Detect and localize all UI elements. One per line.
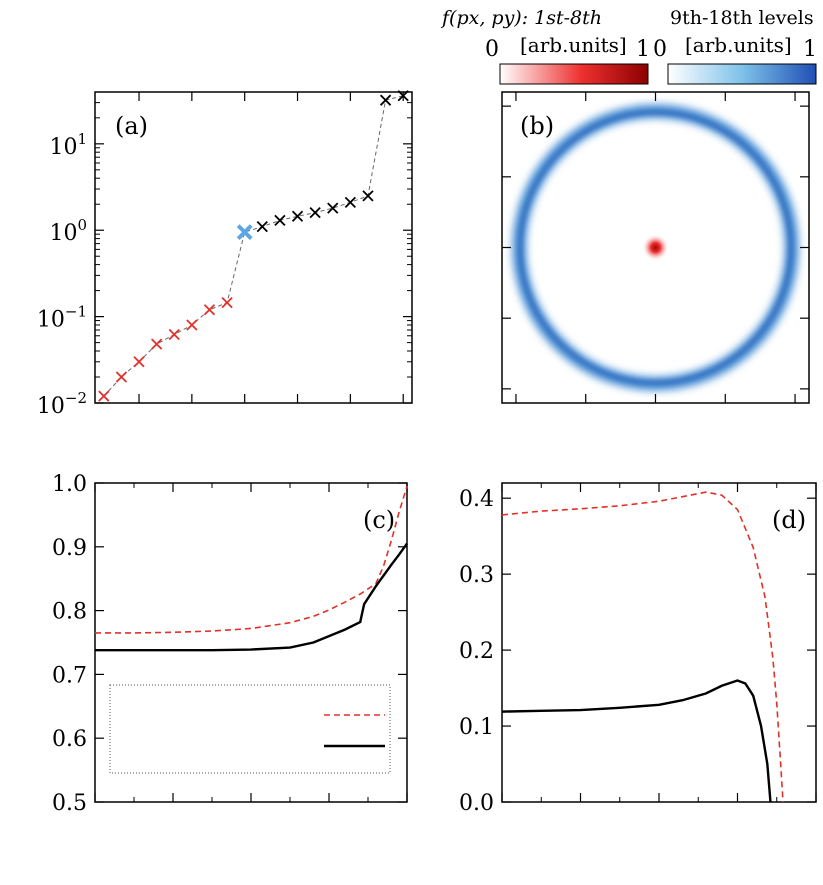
panel-a-point-13	[309, 206, 321, 219]
panel-d-ytick-label: 0.2	[459, 639, 494, 664]
panel-a-point-2	[115, 371, 128, 383]
legend-box	[109, 684, 391, 774]
panel-a-point-8	[221, 297, 233, 309]
panel-c-series-ring-plasma	[95, 542, 408, 652]
colorbar-blue-label: 9th-18th levels	[670, 7, 814, 29]
panel-a-point-7	[203, 304, 216, 316]
panel-d-ytick-label: 0.1	[459, 715, 494, 740]
panel-a-point-1	[98, 390, 110, 402]
panel-a-ytick-label: 100	[49, 216, 87, 246]
panel-a-point-3	[133, 356, 145, 368]
panel-d-frame	[501, 482, 817, 803]
panel-a-point-11	[274, 214, 286, 227]
panel-b-label: (b)	[520, 112, 554, 140]
panel-a-point-5	[168, 328, 180, 341]
panel-a-point-4	[151, 338, 163, 350]
colorbar-red-gradient	[499, 63, 649, 85]
panel-c-ytick-label: 0.6	[52, 727, 87, 752]
panel-c-ytick-label: 0.5	[52, 791, 87, 816]
momentum-core	[642, 234, 669, 261]
panel-b: (b)	[501, 91, 810, 404]
colorbar-red: f(px, py): 1st-8th [arb.units] 0 1	[440, 7, 650, 85]
panel-c-ytick-label: 0.7	[52, 663, 87, 688]
panel-d: 0.0 0.1 0.2 0.3 0.4 (d)	[459, 482, 817, 816]
colorbar-red-max: 1	[636, 37, 650, 62]
panel-c-series-only-ring	[95, 485, 408, 634]
panel-d-series-ring-plasma	[501, 679, 772, 803]
panel-a-ytick-label: 10−2	[37, 389, 87, 419]
colorbar-blue-units: [arb.units]	[685, 33, 792, 57]
panel-a-label: (a)	[115, 112, 148, 140]
colorbar-red-label: f(px, py): 1st-8th	[440, 7, 602, 29]
panel-a-ytick-label: 10−1	[37, 303, 87, 333]
momentum-ring-inner	[517, 109, 794, 386]
colorbar-red-units: [arb.units]	[520, 33, 627, 57]
panel-a-point-12	[291, 210, 304, 222]
panel-d-ytick-label: 0.4	[459, 487, 494, 512]
panel-c-ytick-label: 0.9	[52, 536, 87, 561]
panel-a-point-14	[327, 202, 339, 214]
colorbar-blue: 9th-18th levels [arb.units] 0 1	[653, 7, 817, 85]
panel-a-point-18	[397, 90, 409, 102]
panel-c: 0.5 0.6 0.7 0.8 0.9 1.0 (c)	[52, 472, 408, 816]
panel-d-ytick-label: 0.0	[459, 791, 494, 816]
colorbar-blue-gradient	[667, 63, 817, 85]
panel-a-point-6	[186, 319, 198, 331]
panel-a-point-16	[362, 190, 374, 202]
panel-c-ytick-label: 0.8	[52, 600, 87, 625]
panel-c-ytick-label: 1.0	[52, 472, 87, 497]
colorbar-blue-max: 1	[803, 37, 817, 62]
panel-c-label: (c)	[363, 506, 395, 534]
panel-a-point-10	[256, 221, 268, 233]
panel-a-point-15	[344, 196, 356, 209]
panel-d-label: (d)	[772, 506, 806, 534]
panel-a-point-17	[379, 94, 392, 106]
panel-a-ytick-label: 101	[49, 130, 87, 160]
colorbar-blue-min: 0	[653, 37, 667, 62]
panel-a-point-9	[236, 224, 253, 241]
panel-d-series-only-ring	[501, 491, 784, 803]
panel-a-frame	[94, 91, 413, 404]
panel-d-ytick-label: 0.3	[459, 563, 494, 588]
panel-a: 10−2 10−1 100 101 (a)	[37, 90, 413, 419]
panel-a-guide-line	[103, 95, 404, 397]
colorbar-red-min: 0	[485, 37, 499, 62]
